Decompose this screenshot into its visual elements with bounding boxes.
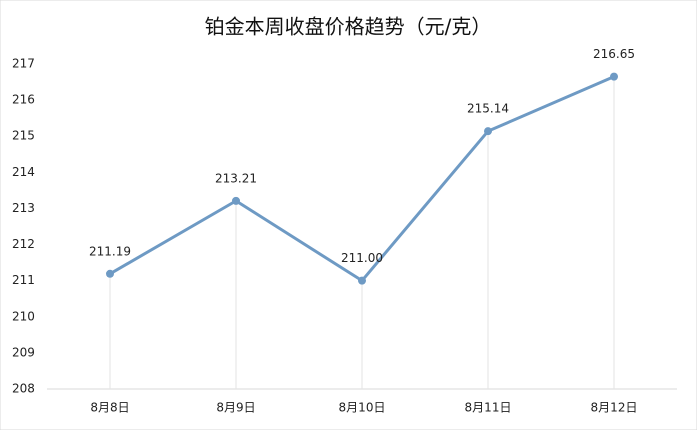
data-point xyxy=(610,72,618,81)
y-tick-label: 208 xyxy=(12,382,35,396)
data-label: 211.19 xyxy=(89,244,131,258)
data-label: 211.00 xyxy=(341,251,383,265)
y-tick-label: 216 xyxy=(12,93,35,107)
y-tick-label: 214 xyxy=(12,165,35,179)
data-point xyxy=(232,196,240,205)
data-label: 216.65 xyxy=(593,47,635,61)
x-tick-label: 8月11日 xyxy=(465,401,512,415)
data-point xyxy=(358,276,366,285)
y-tick-label: 211 xyxy=(12,273,35,287)
y-tick-label: 209 xyxy=(12,345,35,359)
x-tick-label: 8月9日 xyxy=(216,401,255,415)
x-tick-label: 8月12日 xyxy=(591,401,638,415)
data-label: 213.21 xyxy=(215,171,257,185)
data-point xyxy=(484,127,492,136)
x-tick-label: 8月8日 xyxy=(90,401,129,415)
y-tick-label: 215 xyxy=(12,129,35,143)
y-tick-label: 213 xyxy=(12,201,35,215)
data-label: 215.14 xyxy=(467,102,509,116)
y-tick-label: 212 xyxy=(12,237,35,251)
y-tick-label: 217 xyxy=(12,57,35,71)
data-point xyxy=(106,269,114,278)
x-tick-label: 8月10日 xyxy=(339,401,386,415)
chart-title: 铂金本周收盘价格趋势（元/克） xyxy=(205,15,492,39)
y-tick-label: 210 xyxy=(12,309,35,323)
